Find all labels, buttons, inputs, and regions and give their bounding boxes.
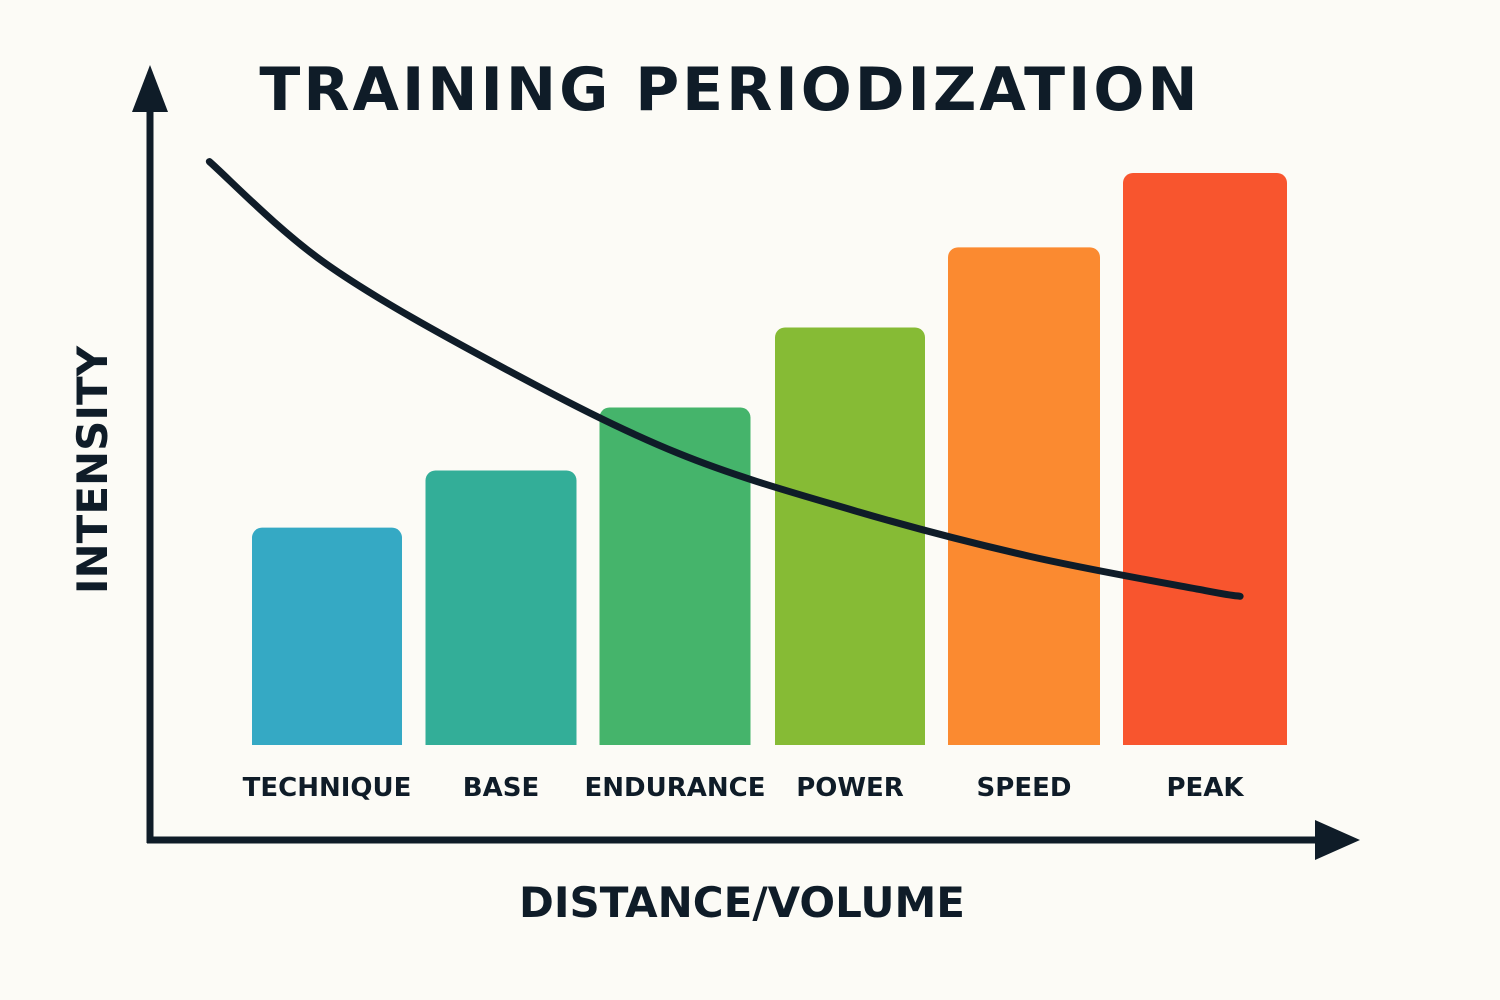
category-label-endurance: ENDURANCE — [585, 773, 766, 803]
y-axis-arrow-icon — [132, 65, 168, 112]
bar-base-peak — [1123, 733, 1287, 745]
bar-base-base — [425, 733, 577, 745]
volume-curve — [205, 158, 1244, 600]
category-label-speed: SPEED — [977, 773, 1072, 803]
bar-peak — [1123, 173, 1287, 745]
x-axis-label: DISTANCE/VOLUME — [519, 878, 965, 927]
category-label-peak: PEAK — [1166, 773, 1244, 803]
bar-speed — [948, 247, 1100, 746]
bar-technique — [252, 527, 402, 745]
bar-base-endurance — [599, 733, 751, 745]
bar-base-power — [775, 733, 925, 745]
category-labels: TECHNIQUE BASE ENDURANCE POWER SPEED PEAK — [243, 773, 1245, 803]
category-label-base: BASE — [463, 773, 539, 803]
bar-power — [775, 327, 925, 745]
y-axis-label: INTENSITY — [68, 345, 117, 594]
category-label-technique: TECHNIQUE — [243, 773, 412, 803]
bar-base-technique — [252, 733, 402, 745]
chart-title: TRAINING PERIODIZATION — [259, 55, 1200, 125]
bar-base — [425, 470, 577, 745]
x-axis-arrow-icon — [1315, 820, 1360, 860]
bar-endurance — [599, 407, 751, 745]
bar-base-speed — [948, 733, 1100, 745]
category-label-power: POWER — [796, 773, 904, 803]
bars-group — [252, 173, 1287, 746]
